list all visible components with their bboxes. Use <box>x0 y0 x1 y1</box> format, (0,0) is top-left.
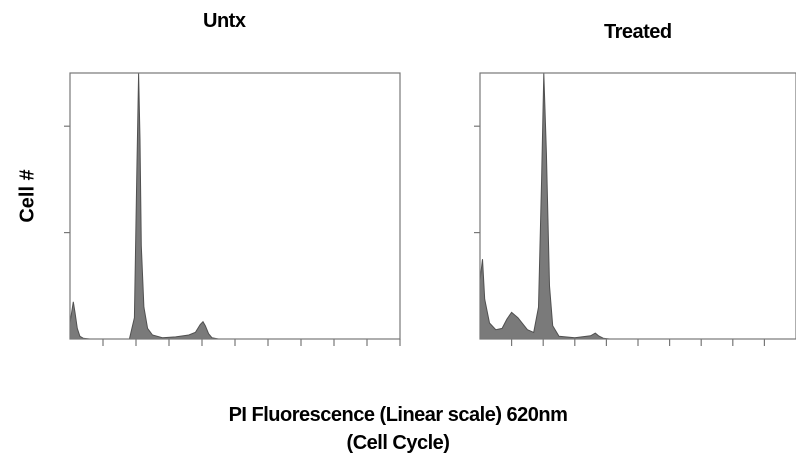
right-panel-title: Treated <box>604 21 672 43</box>
right-histogram-area <box>479 72 796 340</box>
left-panel-title: Untx <box>203 10 246 32</box>
left-histogram-area <box>69 72 400 340</box>
right-histogram-panel <box>474 72 796 346</box>
x-axis-label-line1: PI Fluorescence (Linear scale) 620nm <box>228 404 568 426</box>
y-axis-label: Cell # <box>16 169 39 223</box>
right-plot-frame <box>479 72 796 340</box>
x-axis-label-line2: (Cell Cycle) <box>346 432 450 454</box>
left-histogram-panel <box>64 72 401 346</box>
left-plot-frame <box>69 72 401 340</box>
x-axis-label: PI Fluorescence (Linear scale) 620nm (Ce… <box>0 401 796 457</box>
